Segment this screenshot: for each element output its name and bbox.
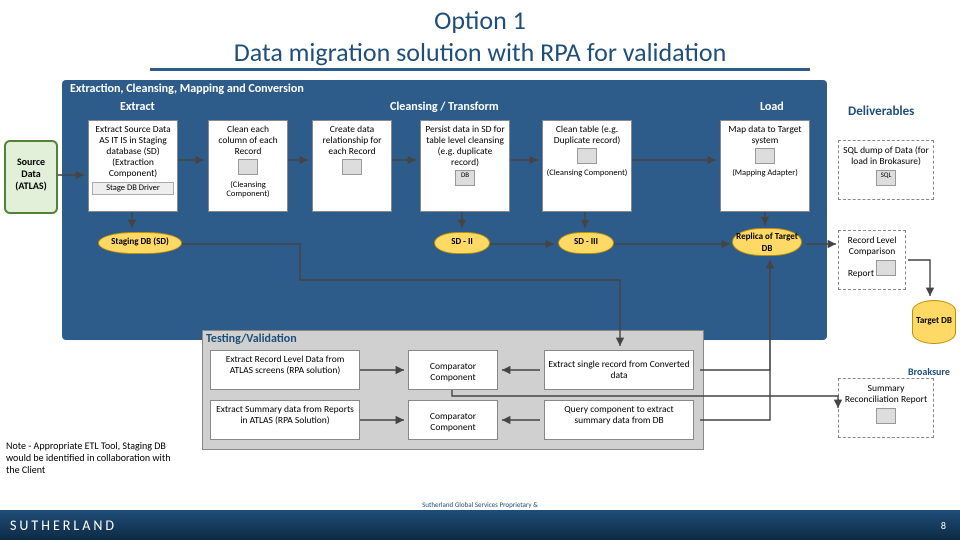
deliv-sql: SQL dump of Data (for load in Brokasure)… [838, 140, 934, 200]
test-rpa-summary: Extract Summary data from Reports in ATL… [210, 400, 360, 440]
node-extract: Extract Source Data AS IT IS in Staging … [88, 120, 178, 212]
db-sd2: SD - II [434, 232, 490, 254]
n6b-text: (Mapping Adapter) [724, 169, 806, 179]
footer-bar [0, 510, 960, 540]
n4-text: Persist data in SD for table level clean… [424, 124, 506, 168]
node-map: Map data to Target system (Mapping Adapt… [720, 120, 810, 212]
testing-header: Testing/Validation [206, 332, 297, 346]
report-icon-2 [876, 408, 896, 424]
slide-subtitle: Data migration solution with RPA for val… [150, 36, 810, 71]
db-sd3: SD - III [558, 232, 614, 254]
test-extract-single: Extract single record from Converted dat… [544, 350, 694, 390]
source-l3: (ATLAS) [15, 179, 46, 192]
phase-cleanse: Cleansing / Transform [390, 100, 499, 114]
deliverables-label: Deliverables [848, 104, 914, 119]
node-persist: Persist data in SD for table level clean… [420, 120, 510, 212]
sql-icon: SQL [876, 170, 896, 186]
node-relationship: Create data relationship for each Record [312, 120, 392, 212]
test-query: Query component to extract summary data … [544, 400, 694, 440]
phase-load: Load [760, 100, 784, 114]
d1-text: SQL dump of Data (for load in Brokasure) [843, 144, 929, 167]
test-rpa-record: Extract Record Level Data from ATLAS scr… [210, 350, 360, 390]
link-icon [342, 159, 362, 175]
db-icon: DB [455, 170, 475, 186]
deliv-record: Record Level Comparison Report [838, 230, 906, 290]
n3-text: Create data relationship for each Record [316, 124, 388, 157]
n2-text: Clean each column of each Record [212, 124, 284, 157]
node-clean-col: Clean each column of each Record (Cleans… [208, 120, 288, 212]
n2b-text: (Cleansing Component) [212, 181, 284, 201]
phase-extract: Extract [120, 100, 155, 114]
page-number: 8 [941, 519, 946, 532]
node-clean-table: Clean table (e.g. Duplicate record) (Cle… [542, 120, 632, 212]
db-replica: Replica of Target DB [732, 228, 802, 256]
doc-icon [755, 148, 775, 164]
footnote: Note - Appropriate ETL Tool, Staging DB … [6, 440, 186, 476]
source-data-box: Source Data (ATLAS) [4, 140, 58, 214]
footer-logo: SUTHERLAND [10, 517, 117, 534]
n1b-text: Stage DB Driver [92, 182, 174, 196]
test-comparator2: Comparator Component [408, 400, 498, 440]
n5-text: Clean table (e.g. Duplicate record) [546, 124, 628, 146]
n5b-text: (Cleansing Component) [546, 169, 628, 179]
n6-text: Map data to Target system [724, 124, 806, 146]
broaksure-label: Broaksure [908, 365, 950, 378]
slide-title: Option 1 [0, 0, 960, 36]
phase-header: Extraction, Cleansing, Mapping and Conve… [70, 82, 304, 96]
test-comparator1: Comparator Component [408, 350, 498, 390]
brush-icon [238, 159, 258, 175]
n1-text: Extract Source Data AS IT IS in Staging … [92, 124, 174, 179]
gear-icon [577, 148, 597, 164]
db-staging: Staging DB (SD) [98, 232, 182, 254]
target-db: Target DB [912, 300, 956, 344]
deliv-summary: Summary Reconciliation Report [838, 378, 934, 438]
d3-text: Summary Reconciliation Report [845, 382, 927, 405]
report-icon [876, 260, 896, 276]
